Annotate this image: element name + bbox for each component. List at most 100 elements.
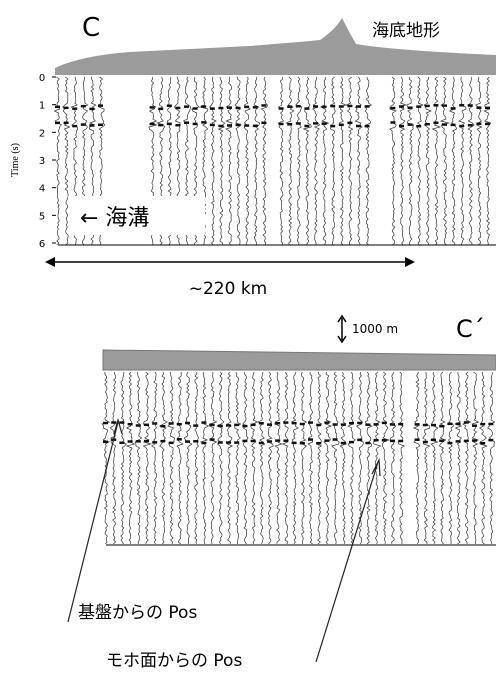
reflector xyxy=(287,105,293,108)
reflector xyxy=(304,107,310,110)
reflector xyxy=(185,421,190,425)
trace xyxy=(62,76,71,246)
reflector xyxy=(480,422,486,426)
reflector xyxy=(433,121,439,125)
reflector xyxy=(332,438,338,441)
reflector xyxy=(349,421,354,425)
trace xyxy=(299,371,308,545)
reflector xyxy=(278,122,284,126)
reflector xyxy=(152,422,158,425)
trace xyxy=(158,371,168,545)
reflector xyxy=(450,123,456,127)
reflector xyxy=(144,423,149,427)
trace xyxy=(388,371,397,545)
reflector xyxy=(218,124,224,128)
reflector xyxy=(399,105,404,108)
trace xyxy=(253,77,260,246)
panel-label: C xyxy=(82,13,100,43)
reflector xyxy=(89,124,95,127)
reflector xyxy=(209,123,215,127)
reflector xyxy=(184,121,189,124)
reflector xyxy=(455,440,461,443)
scale-label: 1000 m xyxy=(352,322,398,336)
reflector xyxy=(450,107,456,110)
reflector xyxy=(242,439,248,443)
trace xyxy=(101,371,111,545)
trace xyxy=(257,371,266,545)
reflector xyxy=(89,107,95,111)
reflector xyxy=(364,124,370,128)
reflector xyxy=(439,424,445,428)
trace xyxy=(151,371,158,545)
reflector xyxy=(135,424,141,427)
reflector xyxy=(111,421,117,424)
pointer-arrow xyxy=(315,457,381,663)
reflector xyxy=(193,424,199,427)
trace xyxy=(339,371,347,545)
reflector xyxy=(227,124,232,127)
reflector xyxy=(176,423,182,426)
reflector xyxy=(316,423,322,427)
trace xyxy=(260,76,268,246)
trace xyxy=(364,371,373,545)
reflector xyxy=(433,104,439,107)
reflector xyxy=(55,121,60,125)
reflector xyxy=(168,441,174,445)
reflector xyxy=(316,441,322,445)
trace xyxy=(302,76,312,246)
reflector xyxy=(414,423,420,426)
trace xyxy=(330,76,336,246)
reflector xyxy=(442,104,447,107)
distance-label: ~220 km xyxy=(189,279,268,299)
reflector xyxy=(244,124,250,127)
trace xyxy=(250,371,259,545)
trace xyxy=(373,371,382,545)
reflector xyxy=(304,124,310,128)
trace xyxy=(320,76,330,246)
reflector xyxy=(390,439,395,443)
reflector xyxy=(258,441,264,445)
trace xyxy=(475,76,483,246)
reflector xyxy=(252,124,258,128)
reflector xyxy=(398,439,404,443)
bathymetry-label: 海底地形 xyxy=(372,21,440,41)
reflector xyxy=(287,123,293,126)
reflector xyxy=(390,423,395,426)
trace xyxy=(412,371,421,545)
reflector xyxy=(476,122,482,125)
reflector xyxy=(381,438,387,442)
reflector xyxy=(357,421,363,425)
reflector xyxy=(347,104,353,108)
reflector xyxy=(209,107,215,110)
trace xyxy=(315,371,323,545)
trace xyxy=(438,371,447,545)
trace xyxy=(194,371,199,545)
reflector xyxy=(149,122,155,126)
trace xyxy=(323,371,333,545)
reflector xyxy=(144,439,149,443)
reflector xyxy=(244,105,250,109)
reflector xyxy=(357,438,363,442)
reflector xyxy=(152,441,158,444)
reflector xyxy=(424,122,430,126)
trace xyxy=(53,76,62,246)
reflector xyxy=(127,440,133,443)
trace xyxy=(176,371,184,545)
reflector xyxy=(218,106,224,110)
reflector xyxy=(480,441,486,445)
reflector xyxy=(103,421,108,425)
reflector xyxy=(463,439,469,443)
trace xyxy=(364,76,373,246)
reflector xyxy=(398,422,404,426)
reflector xyxy=(459,124,465,128)
reflector xyxy=(258,421,264,425)
reflector xyxy=(330,104,336,108)
reflector xyxy=(324,439,330,442)
trace xyxy=(471,371,480,544)
reflector xyxy=(176,438,182,441)
tick-label: 6 xyxy=(39,239,45,250)
trace xyxy=(416,76,424,246)
trace xyxy=(331,371,340,545)
reflector xyxy=(72,107,78,110)
